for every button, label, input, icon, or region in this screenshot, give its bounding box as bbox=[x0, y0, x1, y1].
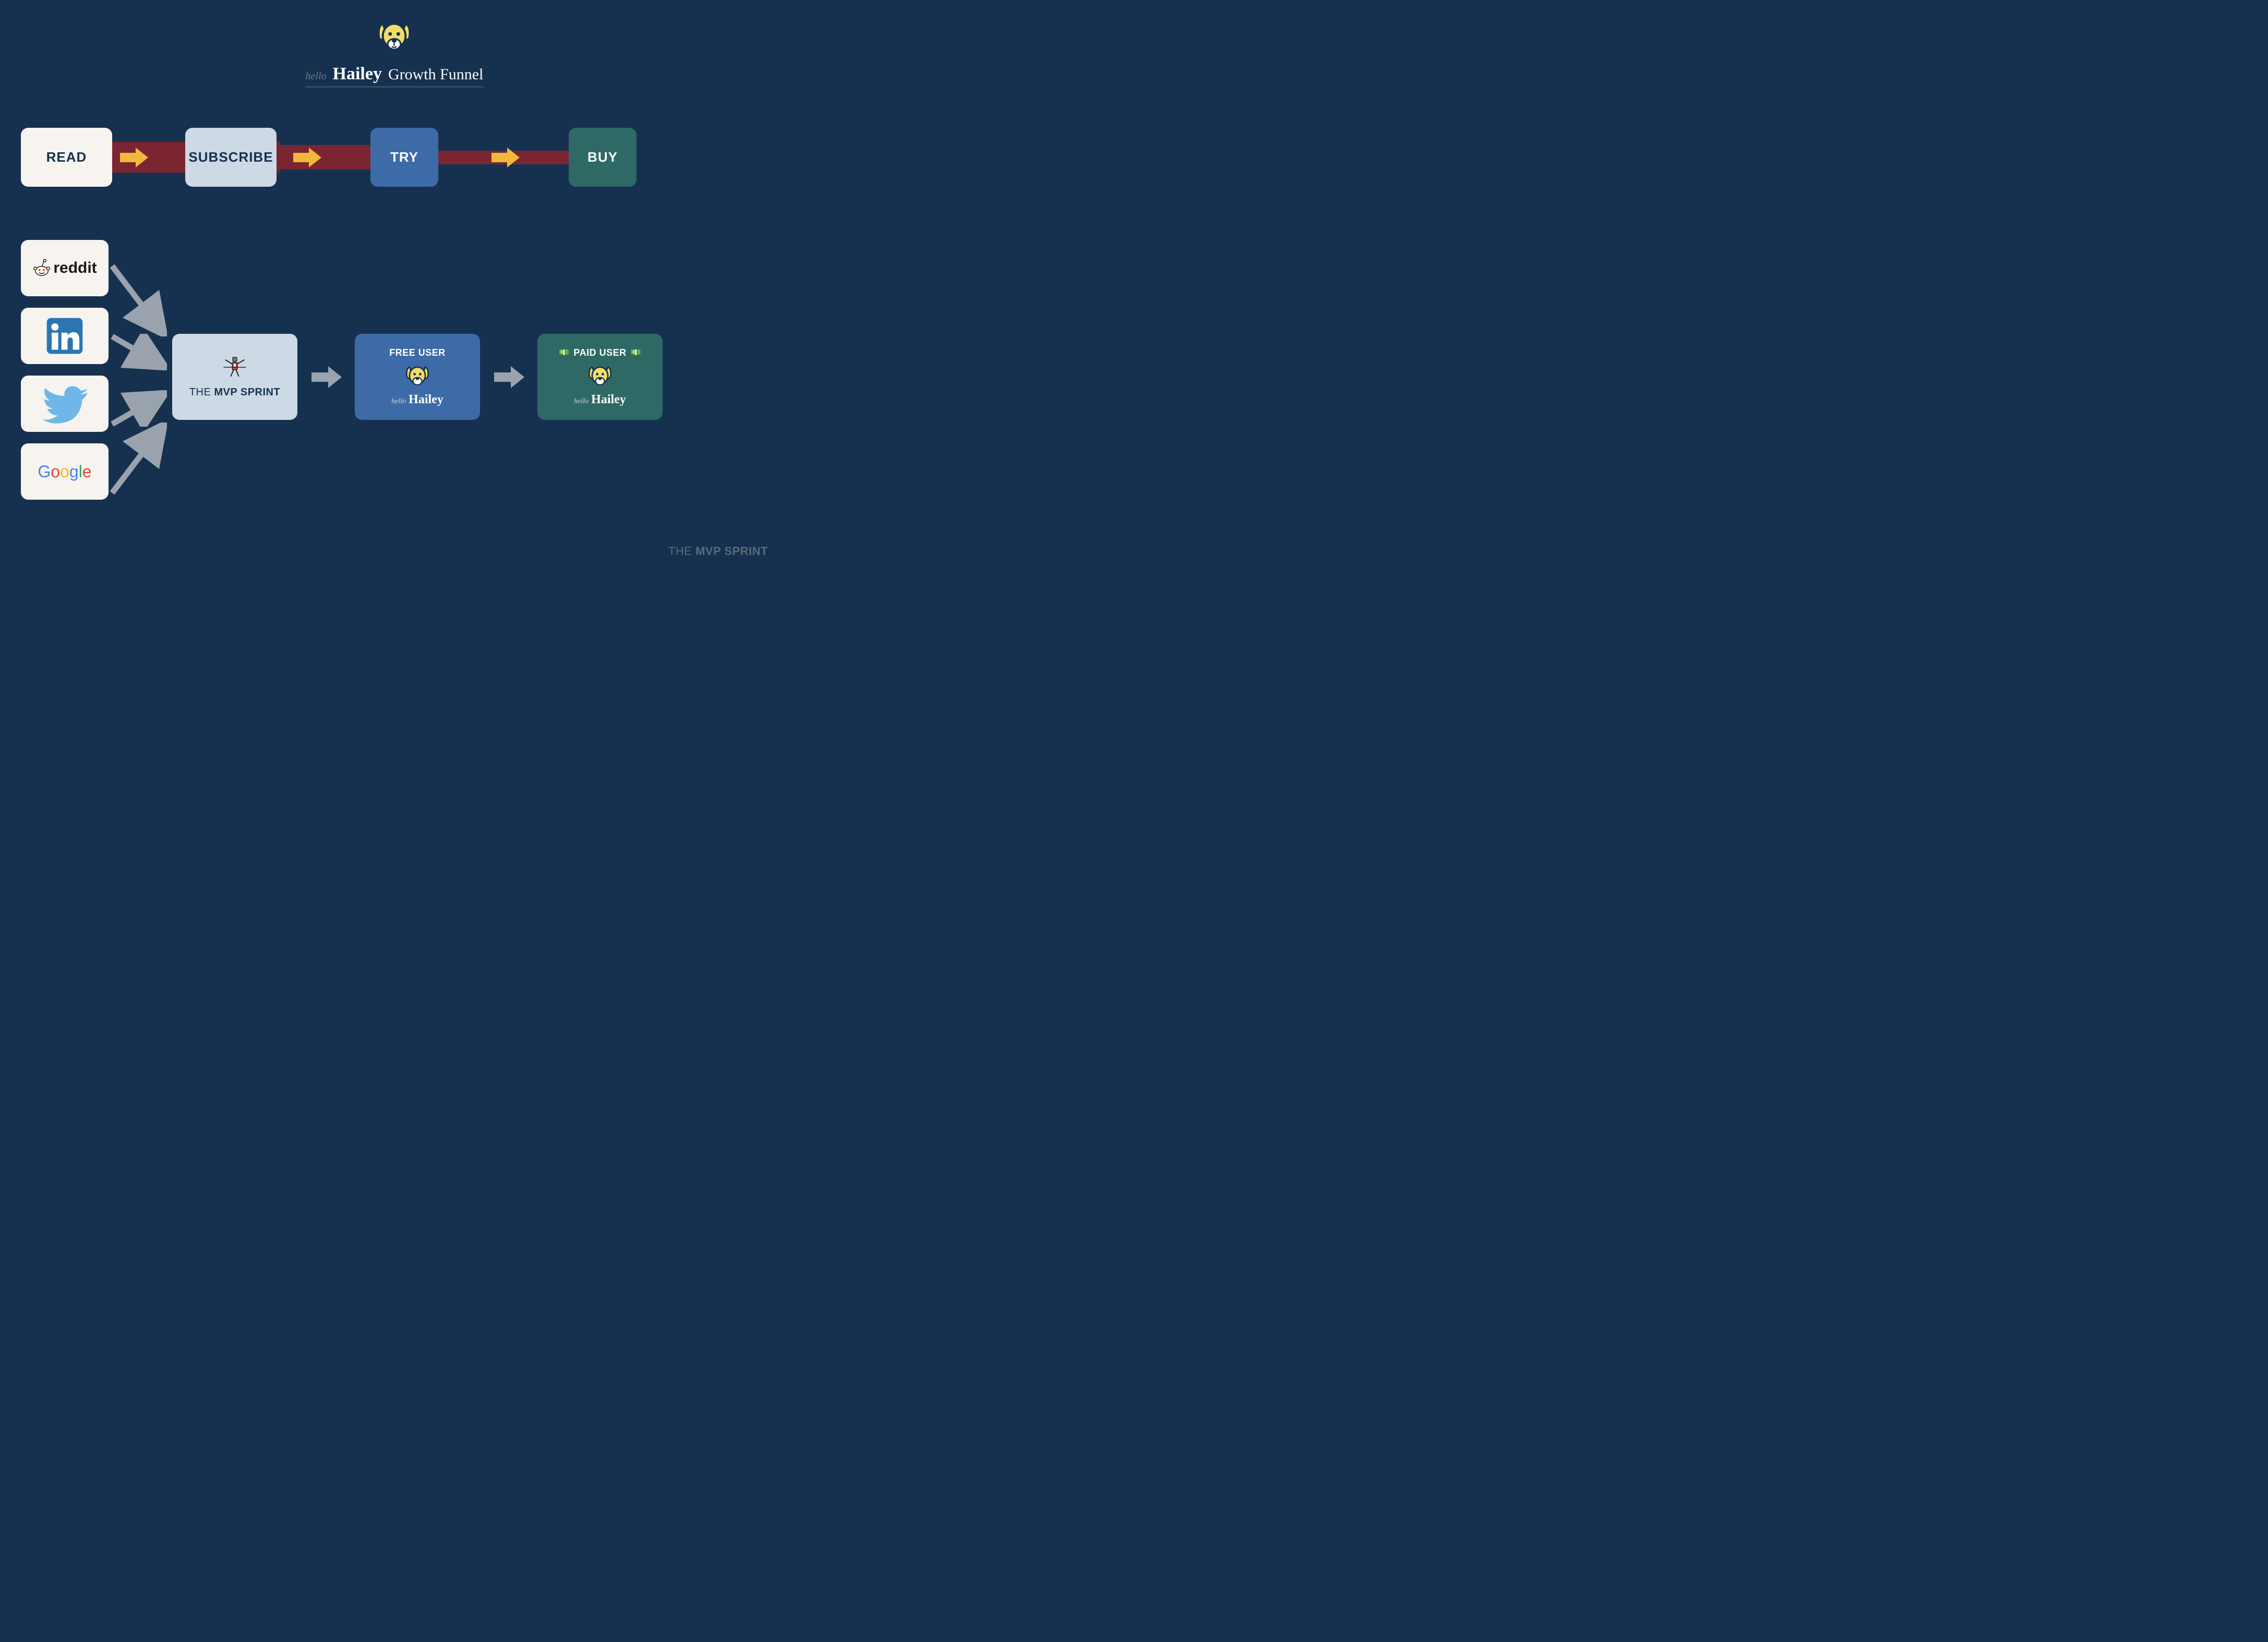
mvp-sprint-card: THE MVP SPRINT bbox=[172, 334, 297, 420]
arrow-icon bbox=[310, 365, 343, 389]
arrow-icon bbox=[490, 147, 521, 168]
hello-hailey-brand: hello Hailey bbox=[391, 393, 443, 407]
dog-icon bbox=[374, 16, 415, 59]
arrow-icon bbox=[110, 263, 167, 336]
dog-icon bbox=[586, 361, 614, 390]
paid-user-card: 💵 PAID USER 💵 hello Hailey bbox=[537, 334, 663, 420]
source-reddit: reddit bbox=[21, 240, 109, 296]
title-hailey: Hailey bbox=[333, 64, 382, 84]
linkedin-icon bbox=[44, 316, 85, 356]
stage-try: TRY bbox=[370, 128, 438, 187]
source-google: Google bbox=[21, 443, 109, 500]
twitter-icon bbox=[41, 384, 89, 424]
card-label: 💵 PAID USER 💵 bbox=[559, 347, 641, 358]
title-subtitle: Growth Funnel bbox=[388, 66, 484, 83]
arrow-icon bbox=[119, 147, 149, 168]
title: hello Hailey Growth Funnel bbox=[306, 64, 484, 88]
stage-subscribe: SUBSCRIBE bbox=[185, 128, 277, 187]
dog-icon bbox=[403, 361, 431, 390]
source-linkedin bbox=[21, 308, 109, 364]
runner-icon bbox=[222, 355, 247, 380]
source-twitter bbox=[21, 376, 109, 432]
reddit-icon bbox=[32, 259, 51, 277]
money-icon: 💵 bbox=[559, 347, 569, 358]
arrow-icon bbox=[110, 422, 167, 496]
arrow-icon bbox=[110, 334, 167, 370]
arrow-icon bbox=[292, 147, 322, 168]
card-label: FREE USER bbox=[389, 347, 446, 358]
arrow-icon bbox=[493, 365, 525, 389]
arrow-icon bbox=[110, 390, 167, 427]
funnel-row: READ SUBSCRIBE TRY BUY bbox=[0, 128, 789, 190]
stage-buy: BUY bbox=[569, 128, 637, 187]
free-user-card: FREE USER hello Hailey bbox=[355, 334, 480, 420]
title-hello: hello bbox=[306, 70, 327, 82]
mvp-title: THE MVP SPRINT bbox=[189, 387, 280, 399]
source-label: Google bbox=[38, 462, 91, 481]
money-icon: 💵 bbox=[631, 347, 641, 358]
hello-hailey-brand: hello Hailey bbox=[574, 393, 626, 407]
stage-read: READ bbox=[21, 128, 112, 187]
sources-column: reddit Google bbox=[21, 240, 109, 500]
footer-brand: THE MVP SPRINT bbox=[668, 545, 768, 558]
header: hello Hailey Growth Funnel bbox=[306, 16, 484, 88]
source-label: reddit bbox=[53, 259, 97, 277]
